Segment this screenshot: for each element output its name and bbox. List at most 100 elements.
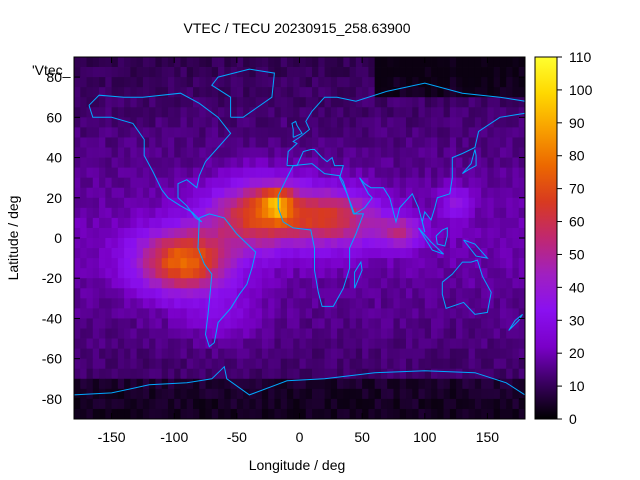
heatmap-cell <box>387 127 394 138</box>
heatmap-cell <box>167 227 175 239</box>
heatmap-cell <box>487 87 495 98</box>
heatmap-cell <box>431 318 438 329</box>
heatmap-cell <box>380 207 388 219</box>
heatmap-cell <box>286 348 294 360</box>
heatmap-cell <box>431 217 438 229</box>
heatmap-cell <box>393 147 401 158</box>
heatmap-cell <box>286 217 294 229</box>
heatmap-cell <box>249 408 257 420</box>
heatmap-cell <box>312 87 319 98</box>
heatmap-cell <box>293 127 300 138</box>
heatmap-cell <box>193 358 200 370</box>
heatmap-cell <box>142 147 150 158</box>
heatmap-cell <box>299 278 307 289</box>
heatmap-cell <box>399 87 407 98</box>
heatmap-cell <box>374 388 382 400</box>
heatmap-cell <box>506 97 513 108</box>
heatmap-cell <box>211 288 219 299</box>
heatmap-cell <box>405 378 413 390</box>
heatmap-cell <box>268 77 275 88</box>
heatmap-cell <box>230 388 238 400</box>
heatmap-cell <box>224 388 231 400</box>
heatmap-cell <box>161 248 169 259</box>
heatmap-cell <box>111 348 119 360</box>
heatmap-cell <box>136 87 144 98</box>
heatmap-cell <box>286 408 294 420</box>
heatmap-cell <box>174 398 181 410</box>
heatmap-cell <box>431 57 438 68</box>
heatmap-cell <box>449 217 457 229</box>
heatmap-cell <box>105 408 112 420</box>
heatmap-cell <box>355 378 363 390</box>
heatmap-cell <box>418 348 426 360</box>
heatmap-cell <box>236 187 244 199</box>
heatmap-cell <box>111 147 119 158</box>
heatmap-cell <box>355 258 363 269</box>
heatmap-cell <box>481 207 488 219</box>
heatmap-cell <box>431 207 438 219</box>
heatmap-cell <box>86 278 94 289</box>
heatmap-cell <box>387 87 394 98</box>
heatmap-cell <box>149 187 156 199</box>
heatmap-cell <box>161 318 169 329</box>
heatmap-cell <box>474 97 482 108</box>
heatmap-cell <box>293 97 300 108</box>
heatmap-cell <box>111 238 119 249</box>
heatmap-cell <box>230 147 238 158</box>
heatmap-cell <box>199 388 206 400</box>
heatmap-cell <box>124 107 131 118</box>
heatmap-cell <box>431 268 438 279</box>
heatmap-cell <box>343 227 351 239</box>
heatmap-cell <box>380 57 388 68</box>
heatmap-cell <box>261 67 269 78</box>
x-tick-label: -100 <box>160 429 188 445</box>
heatmap-cell <box>130 398 138 410</box>
heatmap-cell <box>499 268 507 279</box>
heatmap-cell <box>462 258 470 269</box>
heatmap-cell <box>424 328 432 339</box>
heatmap-cell <box>99 288 106 299</box>
heatmap-cell <box>218 187 225 199</box>
heatmap-cell <box>149 117 156 128</box>
heatmap-cell <box>117 227 125 239</box>
heatmap-cell <box>136 167 144 179</box>
heatmap-cell <box>255 358 263 370</box>
heatmap-cell <box>280 288 288 299</box>
heatmap-cell <box>449 318 457 329</box>
heatmap-cell <box>312 97 319 108</box>
heatmap-cell <box>437 137 444 148</box>
heatmap-cell <box>74 77 81 88</box>
heatmap-cell <box>393 97 401 108</box>
heatmap-cell <box>86 258 94 269</box>
heatmap-cell <box>349 117 357 128</box>
coastline-greenland <box>211 68 275 118</box>
heatmap-cell <box>293 187 300 199</box>
heatmap-cell <box>280 67 288 78</box>
heatmap-cell <box>437 328 444 339</box>
heatmap-cell <box>268 217 275 229</box>
heatmap-cell <box>449 238 457 249</box>
heatmap-cell <box>180 137 188 148</box>
heatmap-cell <box>243 77 250 88</box>
heatmap-cell <box>74 288 81 299</box>
heatmap-cell <box>186 57 194 68</box>
heatmap-cell <box>493 137 501 148</box>
heatmap-cell <box>236 207 244 219</box>
heatmap-cell <box>443 358 451 370</box>
heatmap-cell <box>224 318 231 329</box>
heatmap-cell <box>224 288 231 299</box>
x-axis-ticks: -150 -100 -50 0 50 100 150 <box>98 57 499 445</box>
heatmap-cell <box>136 338 144 350</box>
heatmap-cell <box>255 318 263 329</box>
heatmap-cell <box>312 57 319 68</box>
heatmap-cell <box>380 147 388 158</box>
heatmap-cell <box>405 177 413 189</box>
heatmap-cell <box>380 177 388 189</box>
heatmap-cell <box>305 248 313 259</box>
heatmap-cell <box>130 77 138 88</box>
heatmap-cell <box>161 308 169 319</box>
heatmap-cell <box>155 238 163 249</box>
heatmap-cell <box>180 187 188 199</box>
heatmap-cell <box>99 258 106 269</box>
heatmap-cell <box>92 127 100 138</box>
